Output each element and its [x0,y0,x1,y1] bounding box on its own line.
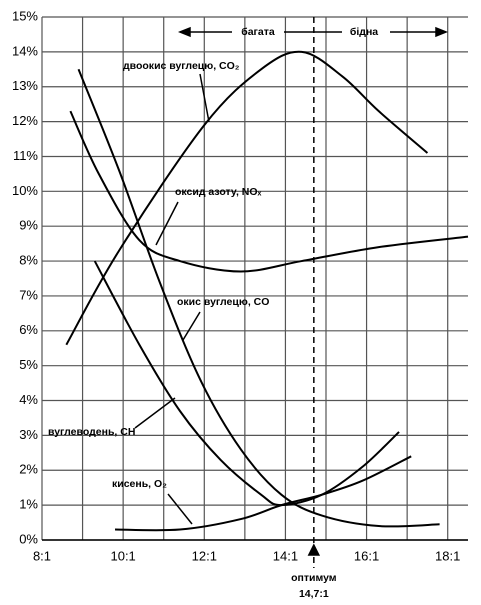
leader-line [155,201,179,246]
series-line [65,50,429,346]
x-tick-label: 14:1 [273,548,298,563]
leader-line [134,397,176,429]
y-tick-label: 4% [19,392,38,407]
y-tick-label: 11% [13,148,38,163]
region-arrows [177,26,449,556]
y-tick-label: 5% [19,357,38,372]
series-label: оксид азоту, NOₓ [175,186,262,198]
leader-line [167,493,193,525]
series-label: окис вуглецю, CO [177,296,269,308]
y-tick-label: 8% [19,253,38,268]
leader-line [199,73,210,123]
region-label: багата [241,26,275,38]
x-tick-label: 18:1 [435,548,460,563]
series-line [93,260,400,507]
y-tick-label: 1% [19,497,38,512]
y-tick-label: 6% [19,322,38,337]
y-tick-label: 12% [12,113,38,128]
x-tick-label: 16:1 [354,548,379,563]
optimum-label: оптимум [291,572,337,584]
leader-lines [134,73,210,525]
leader-line [182,311,201,341]
arrowhead [177,26,191,38]
y-tick-label: 13% [12,78,38,93]
y-tick-label: 7% [19,287,38,302]
optimum-label: 14,7:1 [299,588,329,600]
y-tick-label: 2% [19,462,38,477]
series-label: кисень, O₂ [112,478,167,490]
series-label: двоокис вуглецю, CO₂ [123,60,240,72]
series-line [69,110,469,273]
series-line [77,68,440,528]
x-tick-label: 8:1 [33,548,51,563]
series-label: вуглеводень, CH [48,426,135,438]
y-tick-label: 10% [12,183,38,198]
y-tick-label: 14% [12,43,38,58]
y-tick-label: 15% [12,8,38,23]
y-tick-label: 0% [19,531,38,546]
arrowhead [435,26,449,38]
y-tick-label: 3% [19,427,38,442]
grid [41,16,468,541]
x-tick-label: 12:1 [192,548,217,563]
x-tick-label: 10:1 [110,548,135,563]
y-tick-label: 9% [19,218,38,233]
series-line [115,455,412,532]
region-label: бідна [350,26,378,38]
